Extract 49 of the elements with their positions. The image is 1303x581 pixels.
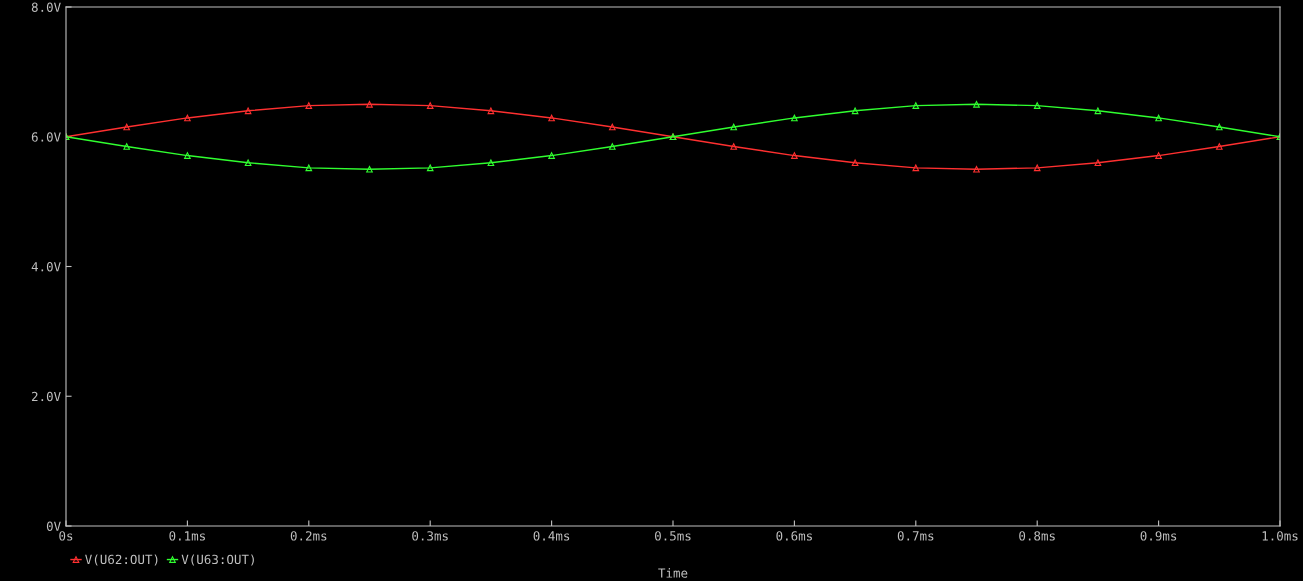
point	[1094, 159, 1102, 167]
point	[608, 123, 616, 131]
point	[730, 143, 738, 150]
y-tick-label: 4.0V	[31, 262, 61, 272]
point	[912, 102, 920, 109]
point	[305, 102, 313, 109]
x-tick-label: 0.1ms	[169, 531, 205, 541]
point	[426, 164, 434, 172]
x-tick-label: 0.9ms	[1140, 531, 1177, 541]
point	[1033, 164, 1041, 172]
point	[1215, 123, 1223, 131]
x-tick-label: 0s	[59, 531, 73, 541]
x-tick-label: 0.6ms	[776, 531, 812, 541]
point	[791, 114, 798, 122]
point	[1155, 114, 1162, 122]
x-tick-label: 0.4ms	[533, 531, 570, 541]
point	[184, 114, 191, 122]
y-tick-label: 2.0V	[31, 391, 61, 402]
x-axis-title: Time	[658, 568, 688, 578]
point	[973, 165, 980, 173]
y-tick-label: 6.0V	[31, 132, 61, 142]
legend-label: V(U63:OUT)	[181, 554, 254, 566]
point	[123, 123, 131, 131]
x-tick-label: 0.7ms	[897, 531, 934, 541]
point	[1215, 143, 1223, 150]
point	[366, 165, 373, 173]
point	[1033, 102, 1041, 109]
y-tick-label: 8.0V	[31, 2, 61, 12]
point	[123, 143, 131, 150]
point	[791, 152, 798, 159]
point	[548, 114, 555, 122]
point	[973, 100, 980, 108]
y-tick-label: 0V	[46, 521, 61, 531]
point	[912, 164, 920, 172]
point	[1155, 152, 1162, 159]
point	[366, 100, 373, 108]
x-tick-label: 1.0ms	[1262, 531, 1298, 541]
point	[730, 123, 738, 131]
point	[608, 143, 616, 150]
legend-label: V(U62:OUT)	[85, 554, 158, 566]
x-tick-label: 0.8ms	[1019, 531, 1055, 541]
point	[305, 164, 313, 172]
x-tick-label: 0.3ms	[412, 531, 448, 541]
point	[487, 159, 495, 167]
x-tick-label: 0.2ms	[290, 531, 327, 541]
point	[184, 152, 191, 159]
point	[426, 102, 434, 109]
x-tick-label: 0.5ms	[655, 531, 691, 541]
point	[548, 152, 555, 159]
